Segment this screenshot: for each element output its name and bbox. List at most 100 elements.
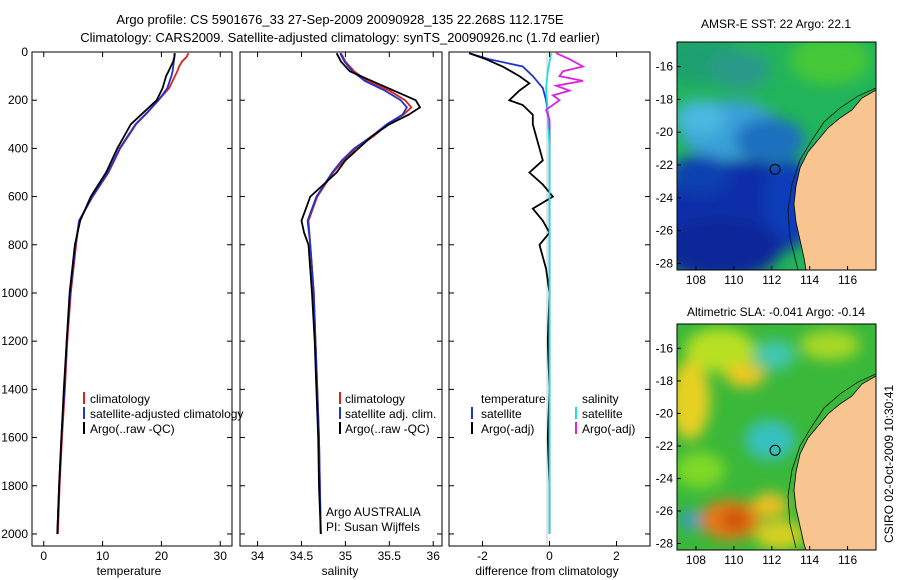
sla-map-xtick-label-1: 110	[724, 553, 743, 567]
depth-tick-label-10: 2000	[1, 527, 28, 541]
depth-tick-label-2: 400	[8, 141, 28, 155]
sst-map-title: AMSR-E SST: 22 Argo: 22.1	[701, 17, 851, 31]
legend-satellite-label: satellite adj. clim.	[345, 407, 436, 421]
sst-map-ticks: 108 110 112 114 116 -16 -18 -20 -22 -24 -26 -28	[656, 60, 858, 287]
csiro-timestamp: CSIRO 02-Oct-2009 10:30:41	[882, 385, 896, 543]
sla-map-xtick-label-3: 114	[800, 553, 819, 567]
difference-series-group	[468, 52, 586, 534]
difference-xlabel: difference from climatology	[475, 564, 618, 578]
temperature-panel	[31, 51, 233, 547]
sst-map-xtick-label-4: 116	[838, 273, 857, 287]
depth-tick-label-7: 1400	[1, 382, 28, 396]
difference-xtick-label-2: 2	[613, 549, 620, 563]
temperature-xtick-label-3: 30	[214, 549, 228, 563]
depth-tick-label-5: 1000	[1, 286, 28, 300]
temperature-legend: climatology satellite-adjusted climatolo…	[83, 392, 243, 436]
difference-series-1	[468, 52, 555, 534]
sst-map-xtick-label-3: 114	[800, 273, 819, 287]
depth-tick-label-0: 0	[21, 45, 28, 59]
depth-tick-label-9: 1800	[1, 479, 28, 493]
sst-map-ytick-label-4: -24	[656, 191, 674, 205]
temperature-series-group	[56, 52, 190, 535]
difference-xtick-label-1: 0	[546, 549, 553, 563]
temperature-xtick-label-0: 0	[40, 549, 47, 563]
legend-argo-label: Argo(..raw -QC)	[345, 422, 430, 436]
difference-series-3	[545, 52, 586, 130]
salinity-xtick-label-4: 36	[427, 549, 441, 563]
sla-map-ytick-label-6: -28	[656, 536, 674, 550]
sla-map-xtick-label-0: 108	[686, 553, 706, 567]
sla-coastline	[793, 375, 876, 550]
sla-map-xtick-label-2: 112	[762, 553, 781, 567]
difference-legend: temperature salinity satellite Argo(-adj…	[471, 392, 635, 436]
salinity-xtick-label-3: 35.5	[378, 549, 402, 563]
sla-map-field	[677, 324, 876, 550]
salinity-xtick-label-2: 35	[339, 549, 353, 563]
depth-tick-label-8: 1600	[1, 431, 28, 445]
temperature-xlabel: temperature	[97, 564, 162, 578]
sla-map-ytick-label-5: -26	[656, 504, 674, 518]
float-pi-annotation: PI: Susan Wijffels	[326, 520, 420, 534]
difference-series-0	[468, 52, 551, 534]
sst-map-ytick-label-1: -18	[656, 92, 674, 106]
sst-map-field	[677, 42, 876, 270]
salinity-xlabel: salinity	[322, 564, 359, 578]
sla-australia-land	[794, 376, 876, 550]
sst-map-frame	[676, 41, 877, 271]
sla-map-frame	[676, 323, 877, 551]
sla-map-xtick-label-4: 116	[838, 553, 857, 567]
salinity-series-0	[307, 52, 413, 535]
depth-tick-label-6: 1200	[1, 334, 28, 348]
sst-coastline-shelf	[787, 87, 876, 270]
figure-title-line2: Climatology: CARS2009. Satellite-adjuste…	[80, 30, 600, 45]
salinity-panel	[239, 51, 443, 547]
figure-title-line1: Argo profile: CS 5901676_33 27-Sep-2009 …	[116, 12, 564, 27]
sla-map-ytick-label-2: -20	[656, 406, 674, 420]
sla-map-ytick-label-4: -24	[656, 471, 674, 485]
legend-argo-label: Argo(..raw -QC)	[90, 422, 175, 436]
sst-coastline	[793, 89, 876, 270]
sst-map-ytick-label-2: -20	[656, 125, 674, 139]
float-agency-annotation: Argo AUSTRALIA	[326, 505, 421, 519]
sla-map-ytick-label-3: -22	[656, 439, 674, 453]
legend-temperature-header: temperature	[481, 392, 546, 406]
salinity-series-group	[300, 52, 422, 535]
legend-climatology-label: climatology	[90, 392, 150, 406]
legend-temp-satellite-label: satellite	[481, 407, 522, 421]
sst-australia-land	[794, 90, 876, 270]
temperature-series-2	[56, 53, 176, 535]
sla-map-title: Altimetric SLA: -0.041 Argo: -0.14	[687, 305, 865, 319]
salinity-series-1	[306, 52, 409, 535]
sst-map-ytick-label-0: -16	[656, 60, 674, 74]
sla-argo-marker	[769, 444, 781, 456]
legend-climatology-label: climatology	[345, 392, 405, 406]
axis-ticks-group: 0 10 20 30020040060080010001200140016001800…	[1, 45, 650, 563]
temperature-xtick-label-2: 20	[155, 549, 169, 563]
depth-tick-label-4: 800	[8, 238, 28, 252]
sst-map-xtick-label-2: 112	[762, 273, 781, 287]
sst-map-xtick-label-0: 108	[686, 273, 706, 287]
depth-tick-label-1: 200	[8, 93, 28, 107]
salinity-series-2	[300, 52, 422, 535]
temperature-series-1	[56, 53, 176, 535]
difference-xtick-label-0: -2	[477, 549, 488, 563]
legend-sal-satellite-label: satellite	[582, 407, 623, 421]
legend-temp-argo-label: Argo(-adj)	[481, 422, 534, 436]
sst-map-ytick-label-3: -22	[656, 158, 674, 172]
sla-map-ticks: 108 110 112 114 116 -16 -18 -20 -22 -24 -26 -28	[656, 341, 858, 567]
sla-coastline-shelf	[787, 373, 876, 549]
difference-series-2	[545, 53, 553, 534]
legend-salinity-header: salinity	[582, 392, 619, 406]
sst-argo-marker	[769, 163, 781, 175]
legend-satellite-label: satellite-adjusted climatology	[90, 407, 243, 421]
depth-tick-label-3: 600	[8, 190, 28, 204]
temperature-series-0	[57, 52, 190, 535]
sst-map-ytick-label-5: -26	[656, 224, 674, 238]
salinity-xtick-label-0: 34	[251, 549, 265, 563]
sst-map-ytick-label-6: -28	[656, 256, 674, 270]
sla-map-ytick-label-1: -18	[656, 374, 674, 388]
sst-map-xtick-label-1: 110	[724, 273, 743, 287]
legend-sal-argo-label: Argo(-adj)	[582, 422, 635, 436]
salinity-xtick-label-1: 34.5	[290, 549, 314, 563]
